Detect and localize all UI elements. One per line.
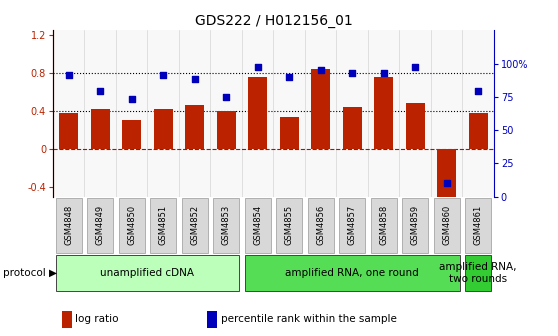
FancyBboxPatch shape — [276, 198, 302, 253]
Text: GSM4860: GSM4860 — [442, 205, 451, 245]
Point — [158, 73, 167, 78]
FancyBboxPatch shape — [119, 198, 145, 253]
Text: GSM4857: GSM4857 — [348, 205, 357, 245]
Bar — [185, 105, 204, 149]
Point — [474, 89, 483, 94]
Bar — [343, 107, 362, 149]
Text: GSM4858: GSM4858 — [379, 205, 388, 245]
FancyBboxPatch shape — [465, 198, 491, 253]
Text: GSM4861: GSM4861 — [474, 205, 483, 245]
FancyBboxPatch shape — [465, 255, 491, 291]
Point — [442, 180, 451, 186]
Bar — [62, 311, 71, 328]
Point — [316, 68, 325, 73]
FancyBboxPatch shape — [339, 198, 365, 253]
Text: unamplified cDNA: unamplified cDNA — [100, 268, 195, 278]
Text: GSM4859: GSM4859 — [411, 205, 420, 245]
Bar — [122, 120, 141, 149]
FancyBboxPatch shape — [245, 198, 271, 253]
FancyBboxPatch shape — [308, 198, 334, 253]
Text: amplified RNA,
two rounds: amplified RNA, two rounds — [439, 262, 517, 284]
Point — [348, 70, 357, 76]
Text: GSM4856: GSM4856 — [316, 205, 325, 245]
FancyBboxPatch shape — [182, 198, 208, 253]
Bar — [437, 149, 456, 199]
Bar — [469, 113, 488, 149]
FancyBboxPatch shape — [371, 198, 397, 253]
Point — [411, 65, 420, 70]
Point — [127, 97, 136, 102]
Bar — [311, 69, 330, 149]
Bar — [91, 109, 110, 149]
Text: log ratio: log ratio — [75, 314, 118, 324]
Bar — [154, 109, 172, 149]
Text: GSM4848: GSM4848 — [64, 205, 73, 245]
Text: amplified RNA, one round: amplified RNA, one round — [285, 268, 419, 278]
Point — [190, 77, 199, 82]
FancyBboxPatch shape — [56, 255, 239, 291]
Text: GSM4852: GSM4852 — [190, 205, 199, 245]
FancyBboxPatch shape — [245, 255, 459, 291]
Point — [253, 65, 262, 70]
FancyBboxPatch shape — [213, 198, 239, 253]
FancyBboxPatch shape — [402, 198, 428, 253]
Point — [96, 89, 105, 94]
Text: GSM4855: GSM4855 — [285, 205, 294, 245]
Point — [64, 73, 73, 78]
Title: GDS222 / H012156_01: GDS222 / H012156_01 — [195, 14, 352, 28]
FancyBboxPatch shape — [434, 198, 459, 253]
Text: percentile rank within the sample: percentile rank within the sample — [220, 314, 396, 324]
Bar — [406, 103, 425, 149]
FancyBboxPatch shape — [88, 198, 113, 253]
Point — [222, 94, 230, 99]
Bar — [59, 113, 78, 149]
FancyBboxPatch shape — [150, 198, 176, 253]
Bar — [207, 311, 217, 328]
Text: GSM4851: GSM4851 — [158, 205, 168, 245]
Text: GSM4849: GSM4849 — [96, 205, 105, 245]
FancyBboxPatch shape — [56, 198, 81, 253]
Point — [285, 74, 294, 80]
Text: GSM4853: GSM4853 — [222, 205, 230, 245]
Bar — [217, 111, 235, 149]
Text: GSM4850: GSM4850 — [127, 205, 136, 245]
Text: protocol ▶: protocol ▶ — [3, 268, 57, 278]
Bar — [374, 77, 393, 149]
Bar — [280, 117, 299, 149]
Text: GSM4854: GSM4854 — [253, 205, 262, 245]
Point — [379, 70, 388, 76]
Bar — [248, 77, 267, 149]
